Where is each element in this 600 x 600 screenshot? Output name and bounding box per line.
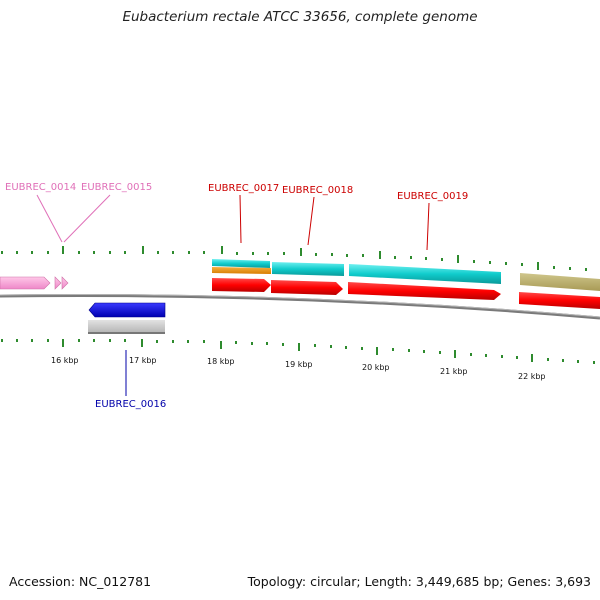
gene-label-eubrec-0019[interactable]: EUBREC_0019 [397, 191, 468, 202]
genome-summary-text: Topology: circular; Length: 3,449,685 bp… [247, 574, 591, 589]
genome-backbone-highlight [0, 293, 600, 318]
accession-text: Accession: NC_012781 [9, 574, 152, 589]
gene-eubrec-0016-feature[interactable] [88, 320, 165, 334]
label-leader-lines [36, 194, 430, 396]
gene-eubrec-0017-orange[interactable] [212, 267, 271, 274]
gene-eubrec-0017-cyan[interactable] [212, 259, 270, 268]
gene-label-eubrec-0015[interactable]: EUBREC_0015 [81, 182, 152, 193]
scale-label-16kbp: 16 kbp [51, 356, 79, 365]
gene-eubrec-0015-a[interactable] [54, 276, 62, 290]
gene-eubrec-0016-feature-shadow [88, 332, 165, 334]
gene-red-feature-right[interactable] [519, 292, 600, 309]
gene-eubrec-0014[interactable] [0, 276, 51, 290]
gene-label-eubrec-0016[interactable]: EUBREC_0016 [95, 399, 166, 410]
gene-eubrec-0018-cyan[interactable] [272, 262, 344, 276]
map-title: Eubacterium rectale ATCC 33656, complete… [122, 9, 478, 25]
gene-eubrec-0017[interactable] [212, 278, 271, 292]
scale-label-18kbp: 18 kbp [207, 357, 235, 366]
scale-label-21kbp: 21 kbp [440, 367, 468, 376]
genome-backbone [0, 293, 600, 320]
scale-label-19kbp: 19 kbp [285, 360, 313, 369]
gene-eubrec-0015-b[interactable] [61, 276, 69, 290]
gene-eubrec-0019[interactable] [348, 282, 501, 300]
scale-label-22kbp: 22 kbp [518, 372, 546, 381]
gene-label-eubrec-0014[interactable]: EUBREC_0014 [5, 182, 76, 193]
gene-eubrec-0018[interactable] [271, 280, 343, 295]
gene-label-eubrec-0018[interactable]: EUBREC_0018 [282, 185, 353, 196]
gene-label-eubrec-0017[interactable]: EUBREC_0017 [208, 183, 279, 194]
gene-eubrec-0016[interactable] [88, 302, 166, 318]
gene-olive-feature[interactable] [520, 273, 600, 291]
upper-tick-row [1, 246, 587, 271]
scale-label-17kbp: 17 kbp [129, 356, 157, 365]
lower-tick-row [1, 339, 595, 364]
gene-eubrec-0019-cyan[interactable] [349, 264, 501, 284]
scale-label-20kbp: 20 kbp [362, 363, 390, 372]
